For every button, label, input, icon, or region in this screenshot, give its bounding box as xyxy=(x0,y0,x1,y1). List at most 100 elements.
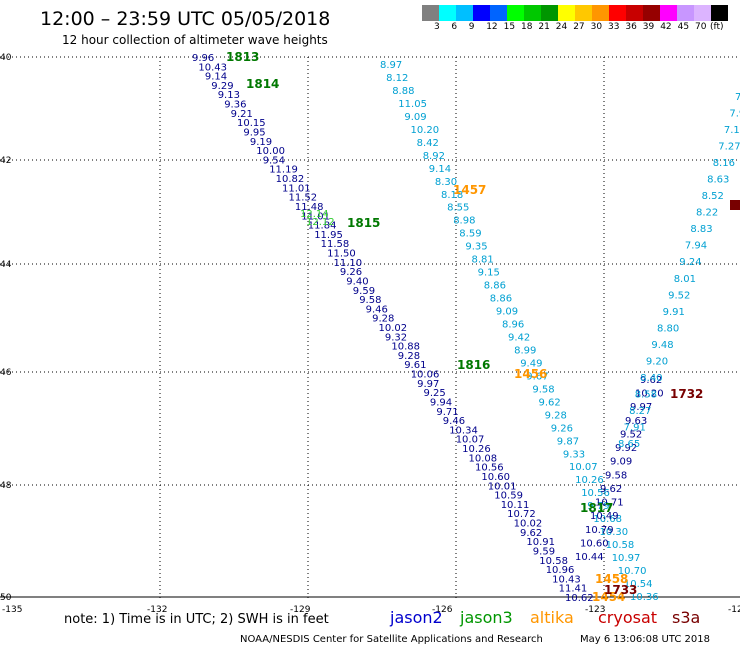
swh-value-track: 8.63 xyxy=(707,175,729,186)
swh-value-jason2: 11.58 xyxy=(321,239,350,250)
swh-value-jason2: 9.32 xyxy=(385,332,407,343)
swh-value-jason2: 9.13 xyxy=(218,90,240,101)
swh-value-track: 9.87 xyxy=(557,436,579,447)
swh-value-track: 8.81 xyxy=(472,255,494,266)
swh-value-jason2: 10.01 xyxy=(488,481,517,492)
swh-value-jason2: 10.71 xyxy=(595,498,624,509)
satellite-name-altika: altika xyxy=(530,608,574,627)
swh-value-track: 9.91 xyxy=(663,307,685,318)
swh-value-track: 8.59 xyxy=(459,229,481,240)
swh-value-track: 9.79 xyxy=(587,501,609,512)
color-scale-labels: 3 6 9 12 15 18 21 24 27 30 33 36 39 42 45 70 xyxy=(422,22,740,34)
swh-value-track: 9.33 xyxy=(563,449,585,460)
lon-tick-label: -132 xyxy=(147,605,167,615)
swh-value-jason2: 9.97 xyxy=(417,379,439,390)
swh-value-jason2: 9.62 xyxy=(640,375,662,386)
scale-label: 12 xyxy=(486,22,498,32)
swh-value-jason2: 11.01 xyxy=(301,211,330,222)
swh-value-jason2: 11.41 xyxy=(559,584,588,595)
swh-value-track: 9.67 xyxy=(526,371,548,382)
satellite-name-jason2: jason2 xyxy=(390,608,443,627)
swh-value-jason2: 11.19 xyxy=(269,165,298,176)
swh-value-track: 10.20 xyxy=(411,125,440,136)
scale-swatch xyxy=(575,5,592,21)
swh-value-track: 8.80 xyxy=(657,323,679,334)
scale-label: 33 xyxy=(608,22,620,32)
swh-value-jason2: 9.21 xyxy=(231,109,253,120)
pass-time-label: 1815 xyxy=(347,216,380,230)
swh-value-track: 7.27 xyxy=(718,142,740,153)
swh-value-track: 8.52 xyxy=(702,191,724,202)
pass-time-label: 1458 xyxy=(595,572,628,586)
scale-swatch xyxy=(422,5,439,21)
swh-value-jason2: 10.15 xyxy=(237,118,266,129)
pass-time-label: 1814 xyxy=(246,77,279,91)
scale-label: 15 xyxy=(503,22,516,32)
swh-value-jason2: 10.20 xyxy=(635,389,664,400)
swh-value-jason2: 9.62 xyxy=(600,484,622,495)
swh-value-jason2: 10.26 xyxy=(462,444,491,455)
swh-value-track: 8.40 xyxy=(640,373,662,384)
scale-label: 9 xyxy=(468,22,475,32)
swh-value-jason2: 9.62 xyxy=(520,528,542,539)
swh-value-track: 10.26 xyxy=(575,475,604,486)
scale-unit: (ft) xyxy=(710,22,724,32)
lat-tick-label: 44 xyxy=(0,260,12,270)
scale-label: 42 xyxy=(660,22,672,32)
swh-value-track: 9.35 xyxy=(465,242,487,253)
pass-time-label: 1733 xyxy=(604,583,637,597)
swh-value-jason2: 9.59 xyxy=(533,546,555,557)
scale-swatch xyxy=(694,5,711,21)
swh-value-track: 8.30 xyxy=(435,177,457,188)
swh-value-jason2: 9.52 xyxy=(620,430,642,441)
scale-swatch xyxy=(609,5,626,21)
scale-label: 24 xyxy=(555,22,568,32)
lon-tick-label: -129 xyxy=(290,605,311,615)
lon-tick-label: -120 xyxy=(728,605,740,615)
swh-value-jason3: 12.14 xyxy=(300,209,329,220)
swh-value-track: 9.09 xyxy=(496,307,518,318)
swh-value-jason2: 9.97 xyxy=(630,402,652,413)
scale-swatch xyxy=(711,5,728,21)
pass-time-label: 1457 xyxy=(453,183,486,197)
scale-label: 70 xyxy=(695,22,707,32)
swh-value-jason2: 9.40 xyxy=(346,276,368,287)
lat-tick-label: 46 xyxy=(0,368,12,378)
swh-value-track: 8.16 xyxy=(713,158,735,169)
map-title: 12:00 – 23:59 UTC 05/05/2018 xyxy=(40,8,331,30)
note-text: note: 1) Time is in UTC; 2) SWH is in fe… xyxy=(64,612,329,627)
swh-value-jason2: 9.61 xyxy=(404,360,426,371)
lon-tick-label: -123 xyxy=(585,605,605,615)
scale-swatch xyxy=(541,5,558,21)
swh-value-track: 10.56 xyxy=(581,488,610,499)
swh-value-track: 9.48 xyxy=(651,340,673,351)
scale-label: 21 xyxy=(538,22,550,32)
swh-value-jason2: 10.56 xyxy=(475,463,504,474)
swh-value-track: 10.07 xyxy=(569,462,598,473)
swh-value-jason2: 9.95 xyxy=(243,128,265,139)
swh-value-track: 7.19 xyxy=(724,125,740,136)
swh-value-jason2: 10.91 xyxy=(526,537,555,548)
swh-value-jason2: 9.54 xyxy=(263,155,285,166)
swh-value-track: 9.62 xyxy=(539,397,561,408)
swh-value-jason2: 9.29 xyxy=(211,81,233,92)
swh-value-track: 8.22 xyxy=(696,208,718,219)
scale-label: 36 xyxy=(625,22,637,32)
swh-value-jason2: 9.96 xyxy=(192,53,214,64)
swh-value-track: 8.65 xyxy=(618,439,640,450)
swh-value-jason2: 11.48 xyxy=(295,202,324,213)
swh-value-track: 9.15 xyxy=(478,268,500,279)
swh-value-jason2: 10.43 xyxy=(198,62,227,73)
swh-value-track: 8.97 xyxy=(380,60,402,71)
swh-value-track: 8.99 xyxy=(514,346,536,357)
swh-value-track: 8.01 xyxy=(674,274,696,285)
swh-value-track: 10.68 xyxy=(593,514,622,525)
swh-value-jason2: 9.46 xyxy=(443,416,465,427)
swh-value-jason2: 11.50 xyxy=(327,249,356,260)
scale-swatch xyxy=(490,5,507,21)
swh-value-jason2: 10.08 xyxy=(469,453,498,464)
swh-value-track: 9.52 xyxy=(668,290,690,301)
scale-swatch xyxy=(507,5,524,21)
scale-swatch xyxy=(439,5,456,21)
swh-value-jason2: 10.60 xyxy=(580,538,609,549)
